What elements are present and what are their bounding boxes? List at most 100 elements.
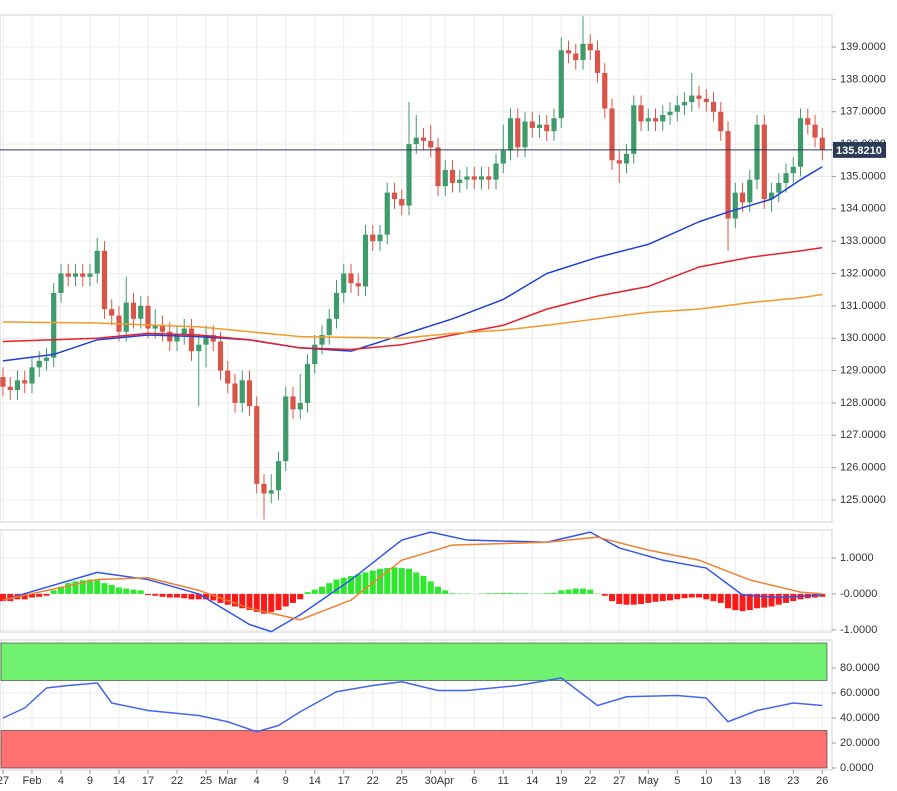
histogram-bar — [253, 593, 260, 612]
candle-body — [681, 102, 688, 106]
candle-body — [573, 53, 579, 60]
moving-average — [2, 293, 823, 339]
candle-body — [478, 176, 485, 180]
histogram-bar — [761, 593, 768, 608]
candle-body — [268, 490, 274, 494]
candle-body — [123, 302, 129, 332]
candle-body — [667, 111, 673, 115]
histogram-bar — [739, 593, 746, 612]
candle-body — [399, 199, 405, 206]
x-tick-label: 4 — [254, 775, 260, 787]
candle-body — [181, 328, 187, 335]
histogram-bar — [268, 593, 275, 612]
histogram-bar — [507, 592, 514, 594]
candle-body — [776, 182, 782, 193]
x-tick-label: 27 — [0, 775, 9, 787]
x-tick-label: 17 — [338, 775, 350, 787]
candle-body — [761, 124, 767, 200]
histogram-bar — [224, 593, 231, 605]
candle-body — [333, 292, 340, 319]
histogram-bar — [144, 593, 151, 596]
y-tick-label: 40.0000 — [840, 712, 880, 724]
y-tick-label: -1.0000 — [840, 624, 877, 636]
candle-body — [65, 273, 71, 277]
candle-body — [739, 192, 746, 203]
candle-body — [602, 72, 608, 109]
y-tick-label: 138.0000 — [840, 73, 886, 85]
candle-body — [138, 305, 144, 319]
histogram-bar — [522, 593, 529, 594]
x-tick-label: Apr — [437, 775, 454, 787]
x-tick-label: 11 — [498, 775, 509, 787]
histogram-bar — [282, 593, 289, 607]
histogram-bar — [57, 586, 64, 594]
histogram-bar — [623, 593, 630, 605]
histogram-bar — [362, 572, 369, 594]
x-tick-label: 25 — [396, 775, 408, 787]
y-tick-label: 1.0000 — [840, 552, 874, 564]
candle-body — [80, 273, 86, 277]
candle-body — [362, 234, 369, 287]
candle-body — [747, 179, 753, 203]
candle-body — [580, 43, 586, 60]
histogram-bar — [500, 592, 507, 594]
histogram-bar — [152, 593, 159, 596]
last-price-label: 135.8210 — [836, 145, 882, 157]
candle-body — [536, 124, 543, 128]
candle-body — [22, 380, 28, 384]
histogram-bar — [565, 589, 572, 594]
candle-body — [710, 102, 717, 112]
histogram-bar — [101, 583, 108, 594]
candle-body — [159, 325, 166, 332]
histogram-bar — [355, 574, 362, 594]
histogram-bar — [754, 593, 761, 609]
candle-body — [297, 402, 303, 410]
histogram-bar — [783, 593, 790, 603]
candle-body — [645, 118, 651, 122]
y-tick-label: 20.0000 — [840, 737, 880, 749]
candle-body — [370, 234, 376, 242]
y-tick-label: 125.0000 — [840, 494, 886, 506]
x-tick-label: Feb — [22, 775, 41, 787]
candle-body — [413, 137, 419, 145]
x-tick-label: 13 — [729, 775, 741, 787]
candle-body — [493, 163, 499, 180]
histogram-bar — [696, 593, 703, 598]
y-tick-label: 134.0000 — [840, 203, 886, 215]
candle-body — [130, 302, 137, 319]
histogram-bar — [311, 589, 318, 594]
x-tick-label: 14 — [113, 775, 125, 787]
candle-body — [652, 118, 659, 122]
candle-body — [623, 153, 630, 164]
histogram-bar — [115, 587, 122, 594]
histogram-bar — [572, 588, 579, 594]
y-tick-label: 137.0000 — [840, 106, 886, 118]
rsi-band — [0, 642, 828, 681]
y-tick-label: 60.0000 — [840, 687, 880, 699]
histogram-bar — [703, 593, 710, 600]
histogram-bar — [173, 593, 180, 598]
histogram-bar — [123, 588, 130, 594]
histogram-bar — [420, 575, 427, 594]
candle-body — [507, 118, 514, 151]
y-tick-label: 129.0000 — [840, 364, 886, 376]
histogram-bar — [188, 593, 195, 600]
histogram-bar — [638, 593, 645, 604]
histogram-bar — [442, 590, 449, 594]
y-tick-label: 135.0000 — [840, 170, 886, 182]
candle-body — [217, 341, 224, 371]
candle-body — [0, 377, 6, 387]
candle-body — [718, 111, 724, 132]
histogram-bar — [427, 581, 434, 594]
histogram-bar — [652, 593, 659, 602]
histogram-bar — [674, 593, 681, 600]
candle-body — [529, 121, 535, 128]
histogram-bar — [21, 593, 28, 600]
y-tick-label: 131.0000 — [840, 300, 886, 312]
candle-body — [14, 380, 21, 390]
histogram-bar — [65, 583, 72, 594]
y-tick-label: 126.0000 — [840, 462, 886, 474]
macd-line — [2, 531, 823, 633]
histogram-bar — [587, 589, 594, 594]
